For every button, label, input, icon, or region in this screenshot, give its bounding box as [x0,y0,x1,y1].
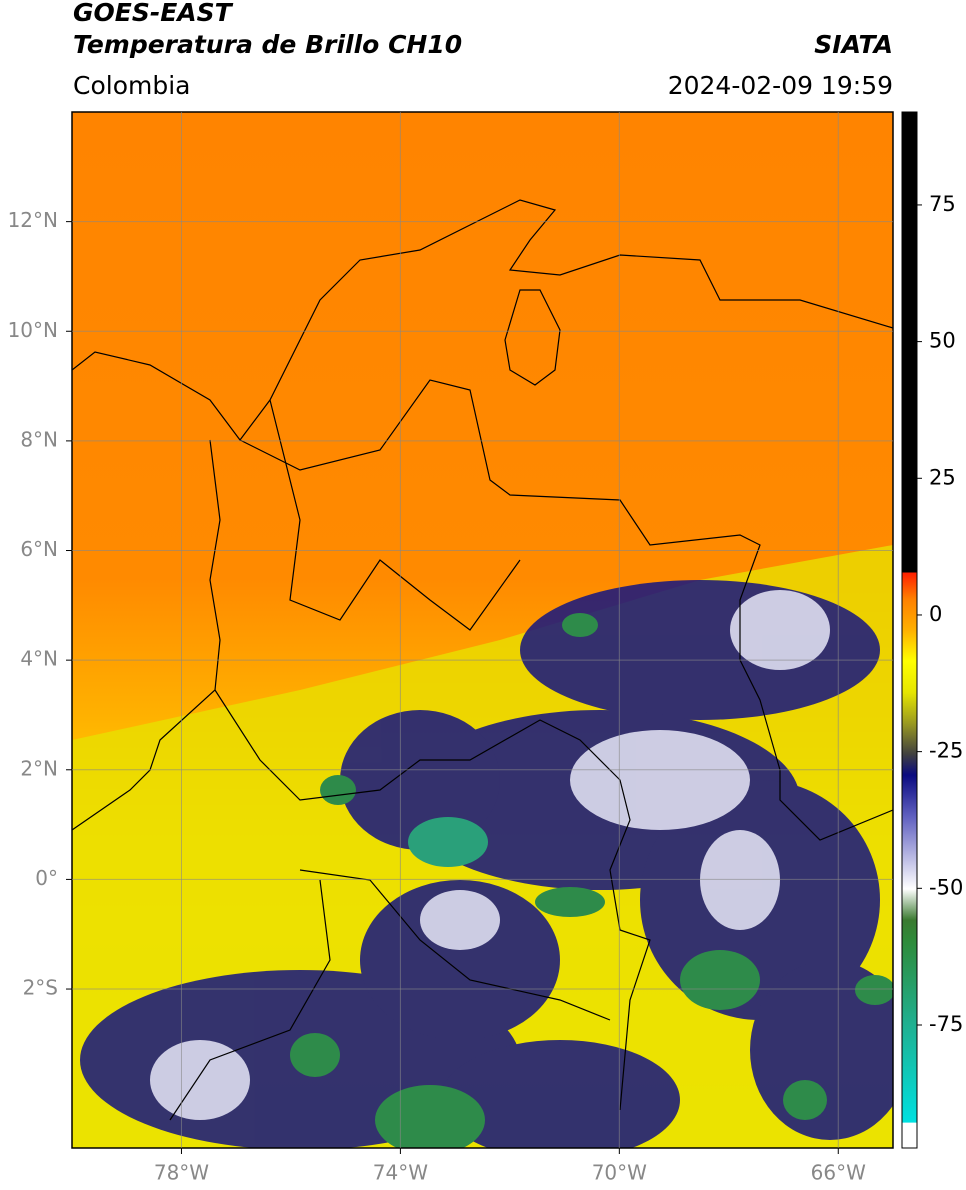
y-tick-label: 4°N [20,647,58,671]
y-tick-label: 8°N [20,427,58,451]
y-tick-label: 2°N [20,756,58,780]
colorbar-label: 0 [929,602,942,626]
map-frame [71,111,894,1149]
y-tick-label: 10°N [8,318,58,342]
map-image [72,112,893,1148]
x-tick-label: 66°W [811,1161,866,1185]
y-tick-label: 12°N [8,208,58,232]
colorbar-label: 75 [929,192,956,216]
colorbar-label: -50 [929,875,963,899]
datetime: 2024-02-09 19:59 [668,71,893,100]
colorbar-label: 25 [929,465,956,489]
x-tick-label: 74°W [373,1161,428,1185]
x-tick-label: 78°W [154,1161,209,1185]
colorbar-label: 50 [929,329,956,353]
colorbar-label: -25 [929,739,963,763]
y-tick-label: 2°S [23,976,58,1000]
product: Temperatura de Brillo CH10 [73,30,462,59]
region: Colombia [73,71,190,100]
y-tick-label: 6°N [20,537,58,561]
y-tick-label: 0° [35,866,58,890]
x-tick-label: 70°W [592,1161,647,1185]
colorbar [901,111,918,1149]
colorbar-label: -75 [929,1012,963,1036]
satellite: GOES-EAST [73,0,234,27]
source: SIATA [814,30,893,59]
